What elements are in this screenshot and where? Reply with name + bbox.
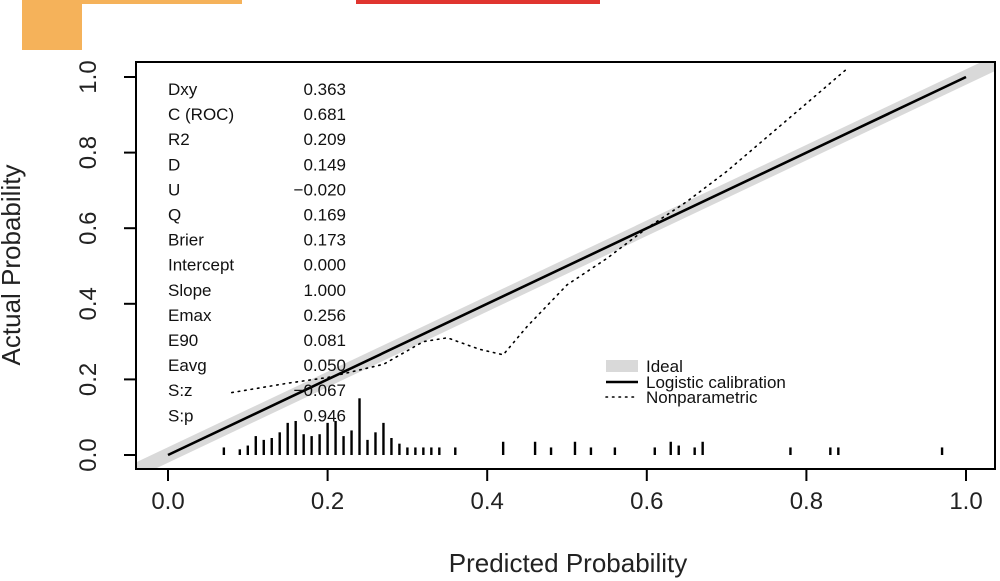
stat-label: U <box>168 180 180 199</box>
stat-value: 0.256 <box>303 306 346 325</box>
stat-value: 0.946 <box>303 406 346 425</box>
legend-label: Logistic calibration <box>646 373 786 392</box>
accent-bar-orange <box>82 0 242 4</box>
stat-value: 0.209 <box>303 130 346 149</box>
stat-label: Brier <box>168 231 204 250</box>
plot-frame <box>135 61 996 470</box>
x-tick-label: 1.0 <box>949 488 982 515</box>
stat-value: −0.020 <box>294 180 346 199</box>
stat-label: S:p <box>168 406 194 425</box>
stat-label: Dxy <box>168 80 198 99</box>
accent-bar-red <box>356 0 600 4</box>
stat-label: Emax <box>168 306 212 325</box>
stat-value: 1.000 <box>303 281 346 300</box>
y-axis-title: Actual Probability <box>0 165 26 366</box>
stat-value: 0.169 <box>303 206 346 225</box>
y-tick-label: 0.0 <box>75 438 102 471</box>
stat-value: 0.149 <box>303 155 346 174</box>
stat-value: 0.173 <box>303 231 346 250</box>
stat-value: 0.363 <box>303 80 346 99</box>
y-tick-label: 1.0 <box>75 60 102 93</box>
stat-label: Q <box>168 206 181 225</box>
stat-label: Slope <box>168 281 211 300</box>
series-logistic-calibration <box>167 75 967 457</box>
stat-label: D <box>168 155 180 174</box>
stat-label: C (ROC) <box>168 105 234 124</box>
x-axis-title: Predicted Probability <box>449 548 687 578</box>
stat-value: −0.067 <box>294 381 346 400</box>
x-tick-label: 0.4 <box>471 488 504 515</box>
legend-label: Ideal <box>646 357 683 376</box>
accent-block-orange <box>22 0 82 50</box>
stat-label: Intercept <box>168 256 234 275</box>
stat-label: S:z <box>168 381 193 400</box>
stat-label: E90 <box>168 331 198 350</box>
y-tick-label: 0.6 <box>75 212 102 245</box>
y-tick-label: 0.4 <box>75 287 102 320</box>
x-tick-label: 0.6 <box>630 488 663 515</box>
x-tick-label: 0.0 <box>151 488 184 515</box>
y-tick-label: 0.8 <box>75 136 102 169</box>
x-tick-label: 0.8 <box>790 488 823 515</box>
legend-label: Nonparametric <box>646 388 758 407</box>
stat-label: Eavg <box>168 356 207 375</box>
stat-label: R2 <box>168 130 190 149</box>
y-tick-label: 0.2 <box>75 363 102 396</box>
x-tick-label: 0.2 <box>311 488 344 515</box>
stat-value: 0.081 <box>303 331 346 350</box>
stat-value: 0.681 <box>303 105 346 124</box>
series-nonparametric <box>231 68 848 394</box>
stat-value: 0.050 <box>303 356 346 375</box>
stat-value: 0.000 <box>303 256 346 275</box>
